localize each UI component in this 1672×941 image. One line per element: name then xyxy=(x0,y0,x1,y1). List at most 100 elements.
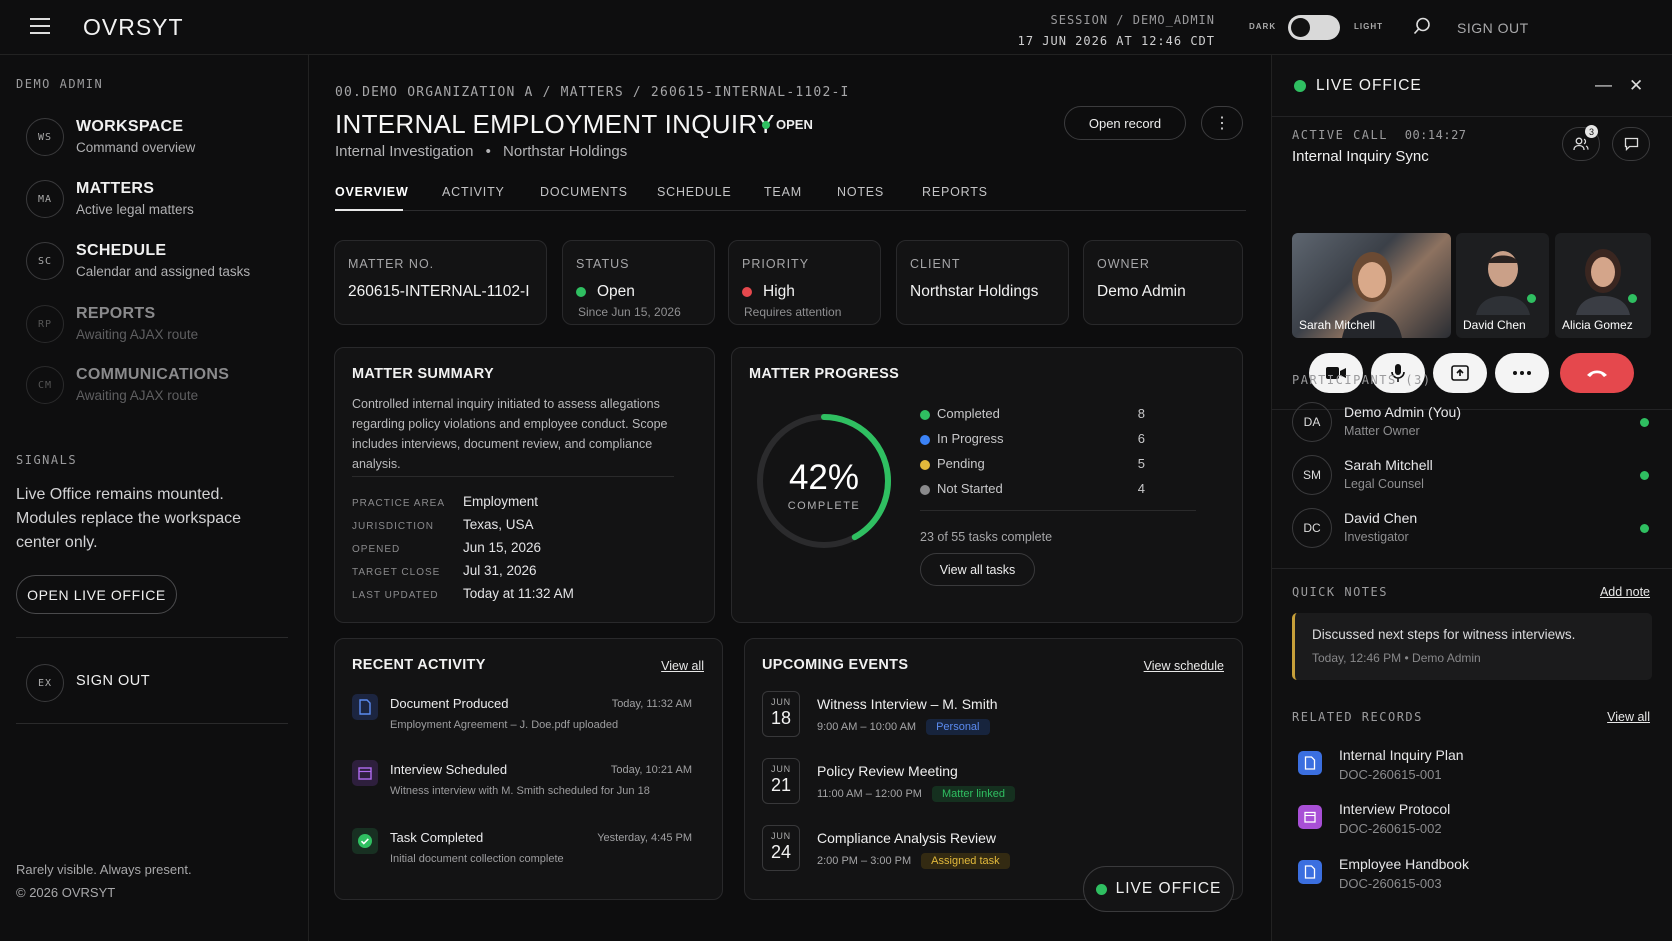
check-icon xyxy=(352,828,378,854)
search-icon[interactable] xyxy=(1413,17,1431,35)
participant-role: Legal Counsel xyxy=(1344,477,1424,491)
event-item[interactable]: JUN 18 Witness Interview – M. Smith 9:00 … xyxy=(762,691,1192,743)
event-date: JUN 18 xyxy=(762,691,800,737)
field-value: Employment xyxy=(463,494,539,509)
stat-client: CLIENT Northstar Holdings xyxy=(896,240,1069,325)
status-dot xyxy=(762,121,770,129)
video-tile-alicia[interactable]: Alicia Gomez xyxy=(1555,233,1651,338)
microphone-button[interactable] xyxy=(1371,353,1425,393)
tab-activity[interactable]: ACTIVITY xyxy=(442,185,505,199)
related-record[interactable]: Employee Handbook DOC-260615-003 xyxy=(1292,854,1652,902)
sidebar-item-communications[interactable]: CM COMMUNICATIONS Awaiting AJAX route xyxy=(26,362,296,412)
tab-overview[interactable]: OVERVIEW xyxy=(335,185,409,199)
people-icon xyxy=(1573,137,1589,151)
signout-top-button[interactable]: SIGN OUT xyxy=(1457,20,1529,36)
live-office-float-button[interactable]: LIVE OFFICE xyxy=(1083,866,1234,912)
avatar: DC xyxy=(1292,508,1332,548)
add-note-link[interactable]: Add note xyxy=(1599,585,1650,599)
nav-badge: MA xyxy=(26,180,64,218)
online-indicator xyxy=(1640,524,1649,533)
online-indicator xyxy=(1640,471,1649,480)
view-all-activity-link[interactable]: View all xyxy=(661,659,704,673)
activity-item[interactable]: Document Produced Today, 11:32 AM Employ… xyxy=(352,692,692,747)
chat-button[interactable] xyxy=(1612,127,1650,161)
status-badge: OPEN xyxy=(762,117,813,132)
event-time-row: 2:00 PM – 3:00 PM Assigned task xyxy=(817,853,1010,869)
field-key: TARGET CLOSE xyxy=(352,567,441,578)
view-all-tasks-button[interactable]: View all tasks xyxy=(920,553,1035,586)
participant-row[interactable]: DC David Chen Investigator xyxy=(1292,508,1652,552)
legend-not-started: Not Started 4 xyxy=(920,481,1145,501)
toggle-knob xyxy=(1291,18,1310,37)
record-name: Internal Inquiry Plan xyxy=(1339,747,1464,763)
tab-reports[interactable]: REPORTS xyxy=(922,185,988,199)
share-screen-button[interactable] xyxy=(1433,353,1487,393)
tile-name: Alicia Gomez xyxy=(1562,318,1633,332)
video-tile-sarah[interactable]: Sarah Mitchell xyxy=(1292,233,1451,338)
priority-dot xyxy=(742,286,752,297)
activity-desc: Initial document collection complete xyxy=(390,853,564,865)
field-key: JURISDICTION xyxy=(352,521,434,532)
sidebar-item-reports[interactable]: RP REPORTS Awaiting AJAX route xyxy=(26,301,296,351)
related-view-all-link[interactable]: View all xyxy=(1607,710,1650,724)
nav-badge: WS xyxy=(26,118,64,156)
participant-row[interactable]: SM Sarah Mitchell Legal Counsel xyxy=(1292,455,1652,499)
brand-logo[interactable]: OVRSYT xyxy=(83,14,184,40)
participants-button[interactable]: 3 xyxy=(1562,125,1600,161)
sidebar-item-matters[interactable]: MA MATTERS Active legal matters xyxy=(26,176,296,226)
online-indicator xyxy=(1628,294,1637,303)
camera-icon xyxy=(1326,367,1346,379)
minimize-icon[interactable]: — xyxy=(1595,75,1612,94)
legend-in-progress: In Progress 6 xyxy=(920,431,1145,451)
more-call-options-button[interactable] xyxy=(1495,353,1549,393)
avatar: SM xyxy=(1292,455,1332,495)
upcoming-events-card: UPCOMING EVENTS View schedule JUN 18 Witn… xyxy=(744,638,1243,900)
status-dot xyxy=(576,286,586,297)
tab-documents[interactable]: DOCUMENTS xyxy=(540,185,628,199)
participant-row[interactable]: DA Demo Admin (You) Matter Owner xyxy=(1292,402,1652,446)
related-record[interactable]: Interview Protocol DOC-260615-002 xyxy=(1292,799,1652,847)
activity-title: Task Completed xyxy=(390,830,484,845)
quick-notes-label: QUICK NOTES xyxy=(1292,585,1388,599)
end-call-button[interactable] xyxy=(1560,353,1634,393)
menu-icon[interactable] xyxy=(30,18,50,34)
legend-count: 4 xyxy=(1137,481,1145,496)
tab-schedule[interactable]: SCHEDULE xyxy=(657,185,732,199)
view-schedule-link[interactable]: View schedule xyxy=(1143,659,1224,673)
close-icon[interactable]: ✕ xyxy=(1629,76,1644,95)
sidebar-item-schedule[interactable]: SC SCHEDULE Calendar and assigned tasks xyxy=(26,238,296,288)
event-title: Policy Review Meeting xyxy=(817,763,958,779)
activity-item[interactable]: Task Completed Yesterday, 4:45 PM Initia… xyxy=(352,826,692,881)
theme-toggle[interactable] xyxy=(1288,15,1340,40)
camera-button[interactable] xyxy=(1309,353,1363,393)
participant-video xyxy=(1342,252,1402,338)
event-item[interactable]: JUN 21 Policy Review Meeting 11:00 AM – 1… xyxy=(762,758,1192,810)
activity-item[interactable]: Interview Scheduled Today, 10:21 AM Witn… xyxy=(352,758,692,813)
legend-dot xyxy=(920,409,930,420)
stat-sub: Since Jun 15, 2026 xyxy=(578,305,681,319)
nav-badge: RP xyxy=(26,305,64,343)
related-record[interactable]: Internal Inquiry Plan DOC-260615-001 xyxy=(1292,745,1652,793)
matter-subtitle: Internal Investigation • Northstar Holdi… xyxy=(335,143,627,160)
sidebar-item-workspace[interactable]: WS WORKSPACE Command overview xyxy=(26,114,296,164)
chat-icon xyxy=(1624,137,1638,151)
sidebar: DEMO ADMIN WS WORKSPACE Command overview… xyxy=(0,55,309,941)
event-item[interactable]: JUN 24 Compliance Analysis Review 2:00 PM… xyxy=(762,825,1192,877)
stat-label: OWNER xyxy=(1097,257,1150,271)
nav-subtitle: Awaiting AJAX route xyxy=(76,327,199,342)
nav-subtitle: Awaiting AJAX route xyxy=(76,388,199,403)
legend-pending: Pending 5 xyxy=(920,456,1145,476)
tab-team[interactable]: TEAM xyxy=(764,185,802,199)
record-code: DOC-260615-003 xyxy=(1339,876,1442,891)
tab-notes[interactable]: NOTES xyxy=(837,185,885,199)
divider xyxy=(1272,568,1672,569)
sidebar-signout[interactable]: EX SIGN OUT xyxy=(26,660,296,710)
summary-text: Controlled internal inquiry initiated to… xyxy=(352,397,668,471)
stat-matter-no: MATTER NO. 260615-INTERNAL-1102-I xyxy=(334,240,547,325)
video-tile-david[interactable]: David Chen xyxy=(1456,233,1549,338)
more-options-button[interactable]: ⋮ xyxy=(1201,106,1243,140)
document-icon xyxy=(352,694,378,720)
calendar-icon xyxy=(352,760,378,786)
open-live-office-button[interactable]: OPEN LIVE OFFICE xyxy=(16,575,177,614)
open-record-button[interactable]: Open record xyxy=(1064,106,1186,140)
